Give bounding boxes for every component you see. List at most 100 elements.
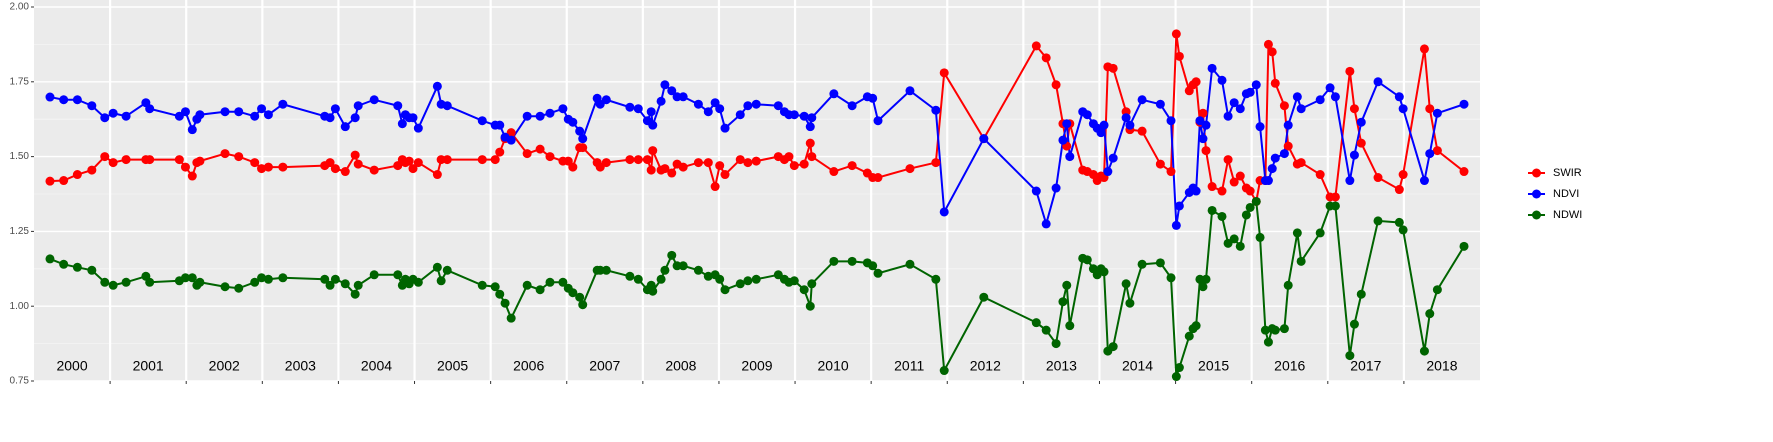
data-point (442, 101, 452, 111)
data-point (1099, 267, 1109, 277)
data-point (87, 101, 97, 111)
data-point (250, 277, 260, 287)
data-point (350, 150, 360, 160)
data-point (1229, 234, 1239, 244)
data-point (807, 152, 817, 162)
data-point (1201, 146, 1211, 156)
year-label: 2015 (1198, 358, 1229, 374)
data-point (743, 158, 753, 168)
data-point (829, 167, 839, 177)
data-point (432, 262, 442, 272)
data-point (250, 111, 260, 121)
data-point (1315, 95, 1325, 105)
data-point (506, 313, 516, 323)
data-point (799, 111, 809, 121)
data-point (45, 176, 55, 186)
data-point (278, 162, 288, 172)
data-point (720, 123, 730, 133)
data-point (1223, 111, 1233, 121)
year-label: 2010 (818, 358, 849, 374)
data-point (715, 274, 725, 284)
data-point (1419, 44, 1429, 54)
data-point (1419, 176, 1429, 186)
data-point (789, 110, 799, 120)
data-point (1171, 220, 1181, 230)
data-point (180, 273, 190, 283)
data-point (847, 161, 857, 171)
data-point (805, 301, 815, 311)
data-point (568, 288, 578, 298)
data-point (545, 277, 555, 287)
data-point (369, 270, 379, 280)
data-point (905, 164, 915, 174)
data-point (413, 123, 423, 133)
data-point (667, 250, 677, 260)
data-point (1191, 77, 1201, 87)
data-point (195, 110, 205, 120)
y-tick-label: 1.50 (10, 151, 30, 162)
data-point (1198, 282, 1208, 292)
data-point (350, 113, 360, 123)
data-point (1217, 186, 1227, 196)
data-point (180, 107, 190, 117)
data-point (1283, 141, 1293, 151)
data-point (477, 155, 487, 165)
data-point (1191, 186, 1201, 196)
data-point (263, 162, 273, 172)
year-label: 2006 (513, 358, 544, 374)
data-point (784, 152, 794, 162)
data-point (799, 159, 809, 169)
data-point (1062, 119, 1072, 129)
data-point (1217, 211, 1227, 221)
data-point (522, 111, 532, 121)
year-label: 2012 (970, 358, 1001, 374)
data-point (1283, 120, 1293, 130)
data-point (330, 274, 340, 284)
data-point (59, 176, 69, 186)
data-point (1425, 309, 1435, 319)
data-point (1255, 232, 1265, 242)
year-label: 2016 (1274, 358, 1305, 374)
data-point (408, 113, 418, 123)
data-point (1425, 149, 1435, 159)
data-point (1058, 135, 1068, 145)
data-point (1184, 331, 1194, 341)
data-point (979, 134, 989, 144)
data-point (633, 104, 643, 114)
data-point (1432, 285, 1442, 295)
data-point (1041, 53, 1051, 63)
data-point (1155, 258, 1165, 268)
data-point (545, 152, 555, 162)
data-point (656, 274, 666, 284)
data-point (642, 155, 652, 165)
data-point (195, 277, 205, 287)
data-point (108, 108, 118, 118)
data-point (72, 95, 82, 105)
data-point (353, 101, 363, 111)
data-point (646, 107, 656, 117)
data-point (1263, 176, 1273, 186)
plot-panel (34, 0, 1480, 381)
data-point (1296, 158, 1306, 168)
data-point (495, 120, 505, 130)
data-point (1137, 126, 1147, 136)
data-point (1279, 101, 1289, 111)
data-point (1315, 170, 1325, 180)
year-label: 2017 (1350, 358, 1381, 374)
data-point (1267, 47, 1277, 57)
data-point (1419, 346, 1429, 356)
data-point (250, 158, 260, 168)
data-point (1270, 153, 1280, 163)
legend-key-point (1532, 210, 1541, 220)
data-point (1166, 273, 1176, 283)
data-point (145, 104, 155, 114)
data-point (703, 158, 713, 168)
data-point (558, 277, 568, 287)
data-point (568, 162, 578, 172)
data-point (773, 101, 783, 111)
data-point (234, 283, 244, 293)
data-point (1394, 185, 1404, 195)
year-label: 2003 (285, 358, 316, 374)
data-point (656, 96, 666, 106)
